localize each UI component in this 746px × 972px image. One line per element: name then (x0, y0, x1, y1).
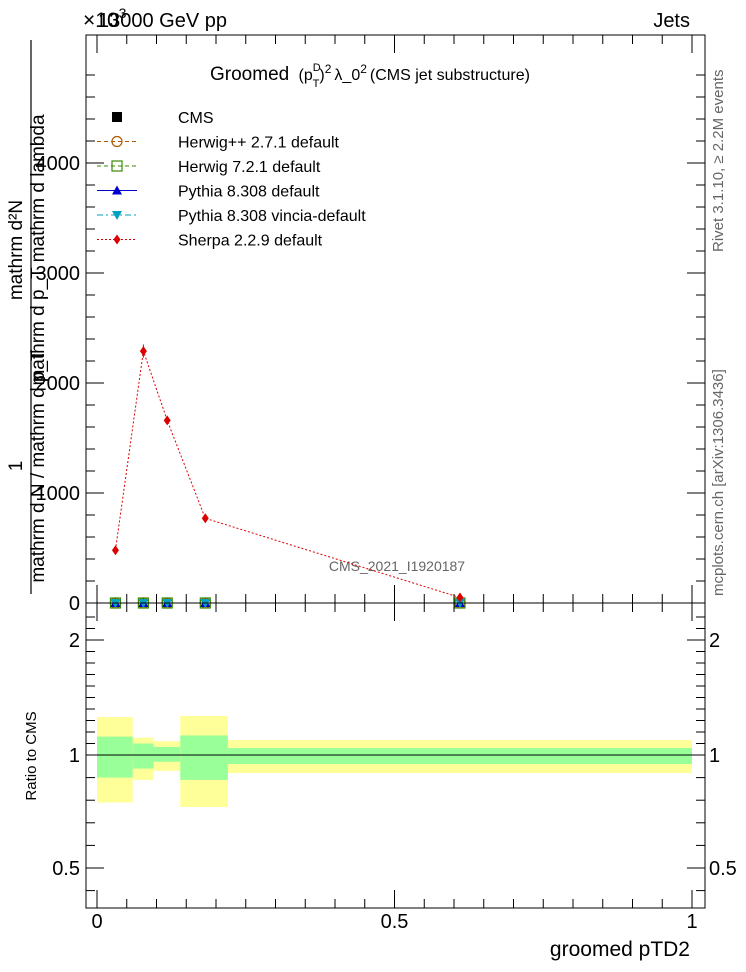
ratio-ytick-label-right: 1 (709, 745, 720, 767)
y-axis-label: mathrm d²N mathrm d p_T mathrm d lambda … (6, 40, 49, 594)
legend-marker-3 (112, 185, 122, 195)
x-axis-label: groomed pTD2 (550, 938, 690, 961)
ratio-band-inner-4 (227, 748, 692, 765)
main-ticks (86, 35, 705, 604)
legend-marker-1 (111, 135, 123, 148)
ratio-ytick-label-left: 2 (69, 630, 80, 652)
main-ytick-label: 2000 (36, 373, 81, 395)
main-ytick-label: 4000 (36, 153, 81, 175)
mcplots-label: mcplots.cern.ch [arXiv:1306.3436] (710, 369, 727, 596)
series-point-5 (163, 415, 171, 426)
x-tick-labels: 0 0.5 1 (91, 911, 697, 933)
ratio-band-inner-3 (180, 735, 228, 780)
main-ytick-label: 1000 (36, 483, 81, 505)
ratio-band-inner-2 (153, 746, 181, 762)
legend-label-1: Herwig++ 2.7.1 default (178, 135, 340, 152)
rivet-label: Rivet 3.1.10, ≥ 2.2M events (710, 70, 727, 253)
ylabel-one: 1 (6, 461, 27, 472)
ratio-band-inner-1 (132, 743, 154, 769)
ylabel-numerator: mathrm d²N (6, 200, 27, 300)
ratio-frame (85, 602, 706, 909)
x-tick-label: 0.5 (381, 911, 409, 933)
ratio-bands (97, 715, 692, 807)
main-ytick-label: 3000 (36, 263, 81, 285)
ylabel-numerator-denominator: mathrm d p_T mathrm d lambda (28, 114, 49, 385)
series-point-5 (139, 346, 147, 357)
series-point-5 (456, 592, 464, 603)
ratio-ytick-labels: 0.5 0.5 1 1 2 2 (52, 630, 737, 880)
series-point-5 (111, 545, 119, 556)
legend-marker-5 (113, 234, 121, 245)
legend-marker-2 (111, 160, 123, 172)
ratio-ytick-label-right: 2 (709, 630, 720, 652)
legend-label-4: Pythia 8.308 vincia-default (178, 208, 366, 225)
legend-label-2: Herwig 7.2.1 default (178, 159, 321, 176)
ratio-ylabel: Ratio to CMS (23, 711, 40, 800)
x-tick-label: 1 (686, 911, 697, 933)
header-left: 13000 GeV pp (98, 10, 227, 32)
ratio-ticks (86, 603, 705, 908)
main-panel: 0 1000 2000 3000 4000 Groomed (pD T)2 λ_02 (CMS… (6, 34, 706, 615)
ratio-ytick-label-left: 1 (69, 745, 80, 767)
exponent-label: ×103 (83, 5, 127, 32)
ratio-band-inner-0 (97, 736, 133, 778)
watermark: CMS_2021_I1920187 (329, 558, 465, 574)
ratio-panel: 0.5 0.51 12 2 Ratio to CMS 0 0.5 1 groomed pT… (23, 602, 737, 961)
ratio-ytick-label-left: 0.5 (52, 858, 80, 880)
legend-label-5: Sherpa 2.2.9 default (178, 233, 323, 250)
legend-marker-4 (112, 211, 122, 220)
chart-title: Groomed (pD T)2 λ_02 (CMS jet substructure) (210, 62, 530, 90)
legend-label-3: Pythia 8.308 default (178, 184, 320, 201)
legend-marker-0 (112, 112, 122, 122)
main-ytick-label: 0 (69, 593, 80, 615)
main-ytick-labels: 0 1000 2000 3000 4000 (36, 153, 81, 615)
legend-label-0: CMS (178, 110, 214, 127)
x-tick-label: 0 (91, 911, 102, 933)
series-point-5 (201, 513, 209, 524)
legend: CMS Herwig++ 2.7.1 default Herwig 7.2.1 de… (97, 110, 366, 250)
ratio-ytick-label-right: 0.5 (709, 858, 737, 880)
ylabel-denominator: mathrm d N / mathrm d p_T (28, 349, 49, 583)
header-right: Jets (653, 10, 690, 32)
series-line-5 (114, 350, 461, 598)
